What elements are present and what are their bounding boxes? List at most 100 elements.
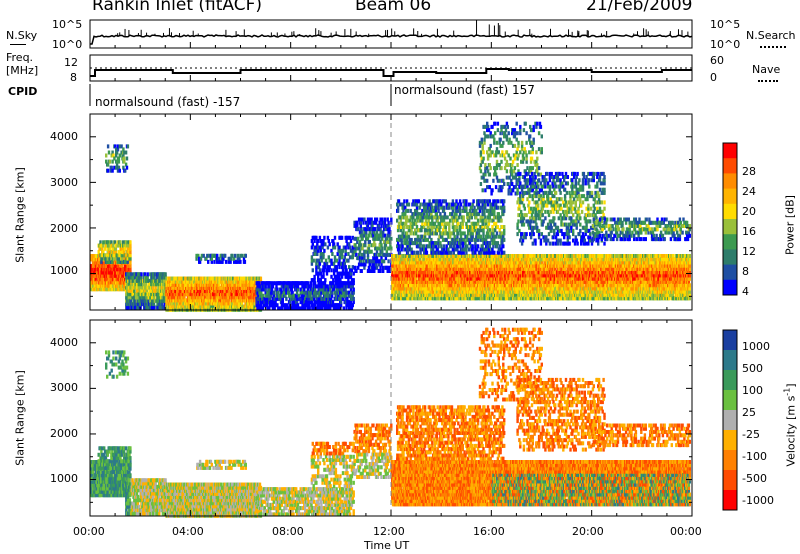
data-cell <box>107 150 111 155</box>
nsky-spikes <box>117 20 689 36</box>
data-cell <box>143 272 147 277</box>
data-cell <box>147 282 150 287</box>
data-cell <box>121 259 124 264</box>
data-cell <box>97 260 100 265</box>
data-cell <box>129 264 132 268</box>
data-cell <box>111 259 114 264</box>
power-ytick: 4000 <box>50 131 78 142</box>
data-cell <box>312 258 315 263</box>
data-cell <box>116 243 119 248</box>
data-cell <box>104 283 107 288</box>
station-title: Rankin Inlet (fitACF) <box>92 0 262 14</box>
data-cell <box>114 144 117 149</box>
nsky-label: N.Sky <box>6 30 37 41</box>
data-cell <box>116 256 119 261</box>
data-cell <box>118 153 121 158</box>
data-cell <box>98 246 101 251</box>
data-cell <box>102 250 105 255</box>
velocity-ytick: 3000 <box>50 382 78 393</box>
data-cell <box>239 259 242 264</box>
velocity-cb-tick: -100 <box>742 451 767 462</box>
data-cell <box>108 250 111 255</box>
velocity-cb-tick: 100 <box>742 385 763 396</box>
velocity-cb-tick: -25 <box>742 429 760 440</box>
data-cell <box>129 272 132 277</box>
data-cell <box>136 278 140 283</box>
data-cell <box>387 220 390 225</box>
data-cell <box>141 288 144 293</box>
data-cell <box>118 168 121 173</box>
data-cell <box>112 246 115 251</box>
data-cell <box>140 275 143 280</box>
data-cell <box>126 272 130 277</box>
data-cell <box>224 259 228 264</box>
data-cell <box>109 264 112 268</box>
data-cell <box>105 153 108 158</box>
data-cell <box>113 240 117 245</box>
data-cell <box>121 246 124 251</box>
power-heatmap <box>90 121 691 312</box>
data-cell <box>106 168 110 173</box>
data-cell <box>134 302 137 307</box>
nsky-tick-top: 10^5 <box>52 19 82 30</box>
data-cell <box>115 270 119 275</box>
data-cell <box>145 305 148 310</box>
data-cell <box>114 250 118 255</box>
power-ytick: 3000 <box>50 177 78 188</box>
data-cell <box>139 295 142 300</box>
data-cell <box>124 162 128 167</box>
velocity-cb-tick: -500 <box>742 473 767 484</box>
data-cell <box>152 302 156 307</box>
power-cb-tick: 28 <box>742 166 756 177</box>
data-cell <box>110 165 113 170</box>
data-cell <box>146 292 149 297</box>
beam-title: Beam 06 <box>355 0 431 14</box>
data-cell <box>136 288 140 293</box>
data-cell <box>100 259 103 264</box>
data-cell <box>160 302 164 307</box>
data-cell <box>115 253 118 258</box>
data-cell <box>133 288 136 293</box>
data-cell <box>151 298 154 303</box>
data-cell <box>125 243 128 248</box>
data-cell <box>207 259 210 264</box>
data-cell <box>360 269 363 273</box>
power-cb-tick: 4 <box>742 286 749 297</box>
data-cell <box>333 235 337 240</box>
data-cell <box>383 217 387 222</box>
power-cb-tick: 24 <box>742 186 756 197</box>
nave-tick-bottom: 0 <box>710 72 717 83</box>
data-cell <box>122 147 125 152</box>
data-cell <box>311 268 314 273</box>
data-cell <box>146 275 149 280</box>
data-cell <box>110 256 113 261</box>
data-cell <box>110 270 113 275</box>
data-cell <box>129 240 132 245</box>
velocity-cb-tick: 1000 <box>742 341 770 352</box>
data-cell <box>128 278 132 283</box>
data-cell <box>93 283 96 288</box>
data-cell <box>169 282 173 287</box>
data-cell <box>112 153 115 158</box>
data-cell <box>119 240 122 245</box>
data-cell <box>165 301 168 306</box>
data-cell <box>129 298 132 303</box>
data-cell <box>125 165 129 170</box>
data-cell <box>126 305 130 310</box>
data-cell <box>137 285 140 290</box>
data-cell <box>153 272 157 277</box>
data-cell <box>112 243 115 248</box>
data-cell <box>95 273 98 278</box>
data-cell <box>102 240 105 245</box>
data-cell <box>124 168 127 173</box>
nsky-tick-bottom: 10^0 <box>52 39 82 50</box>
data-cell <box>324 242 327 247</box>
data-cell <box>106 273 110 278</box>
data-cell <box>136 305 140 310</box>
data-cell <box>143 295 147 300</box>
data-cell <box>115 277 119 282</box>
data-cell <box>171 286 174 290</box>
data-cell <box>112 256 116 261</box>
data-cell <box>101 253 104 258</box>
